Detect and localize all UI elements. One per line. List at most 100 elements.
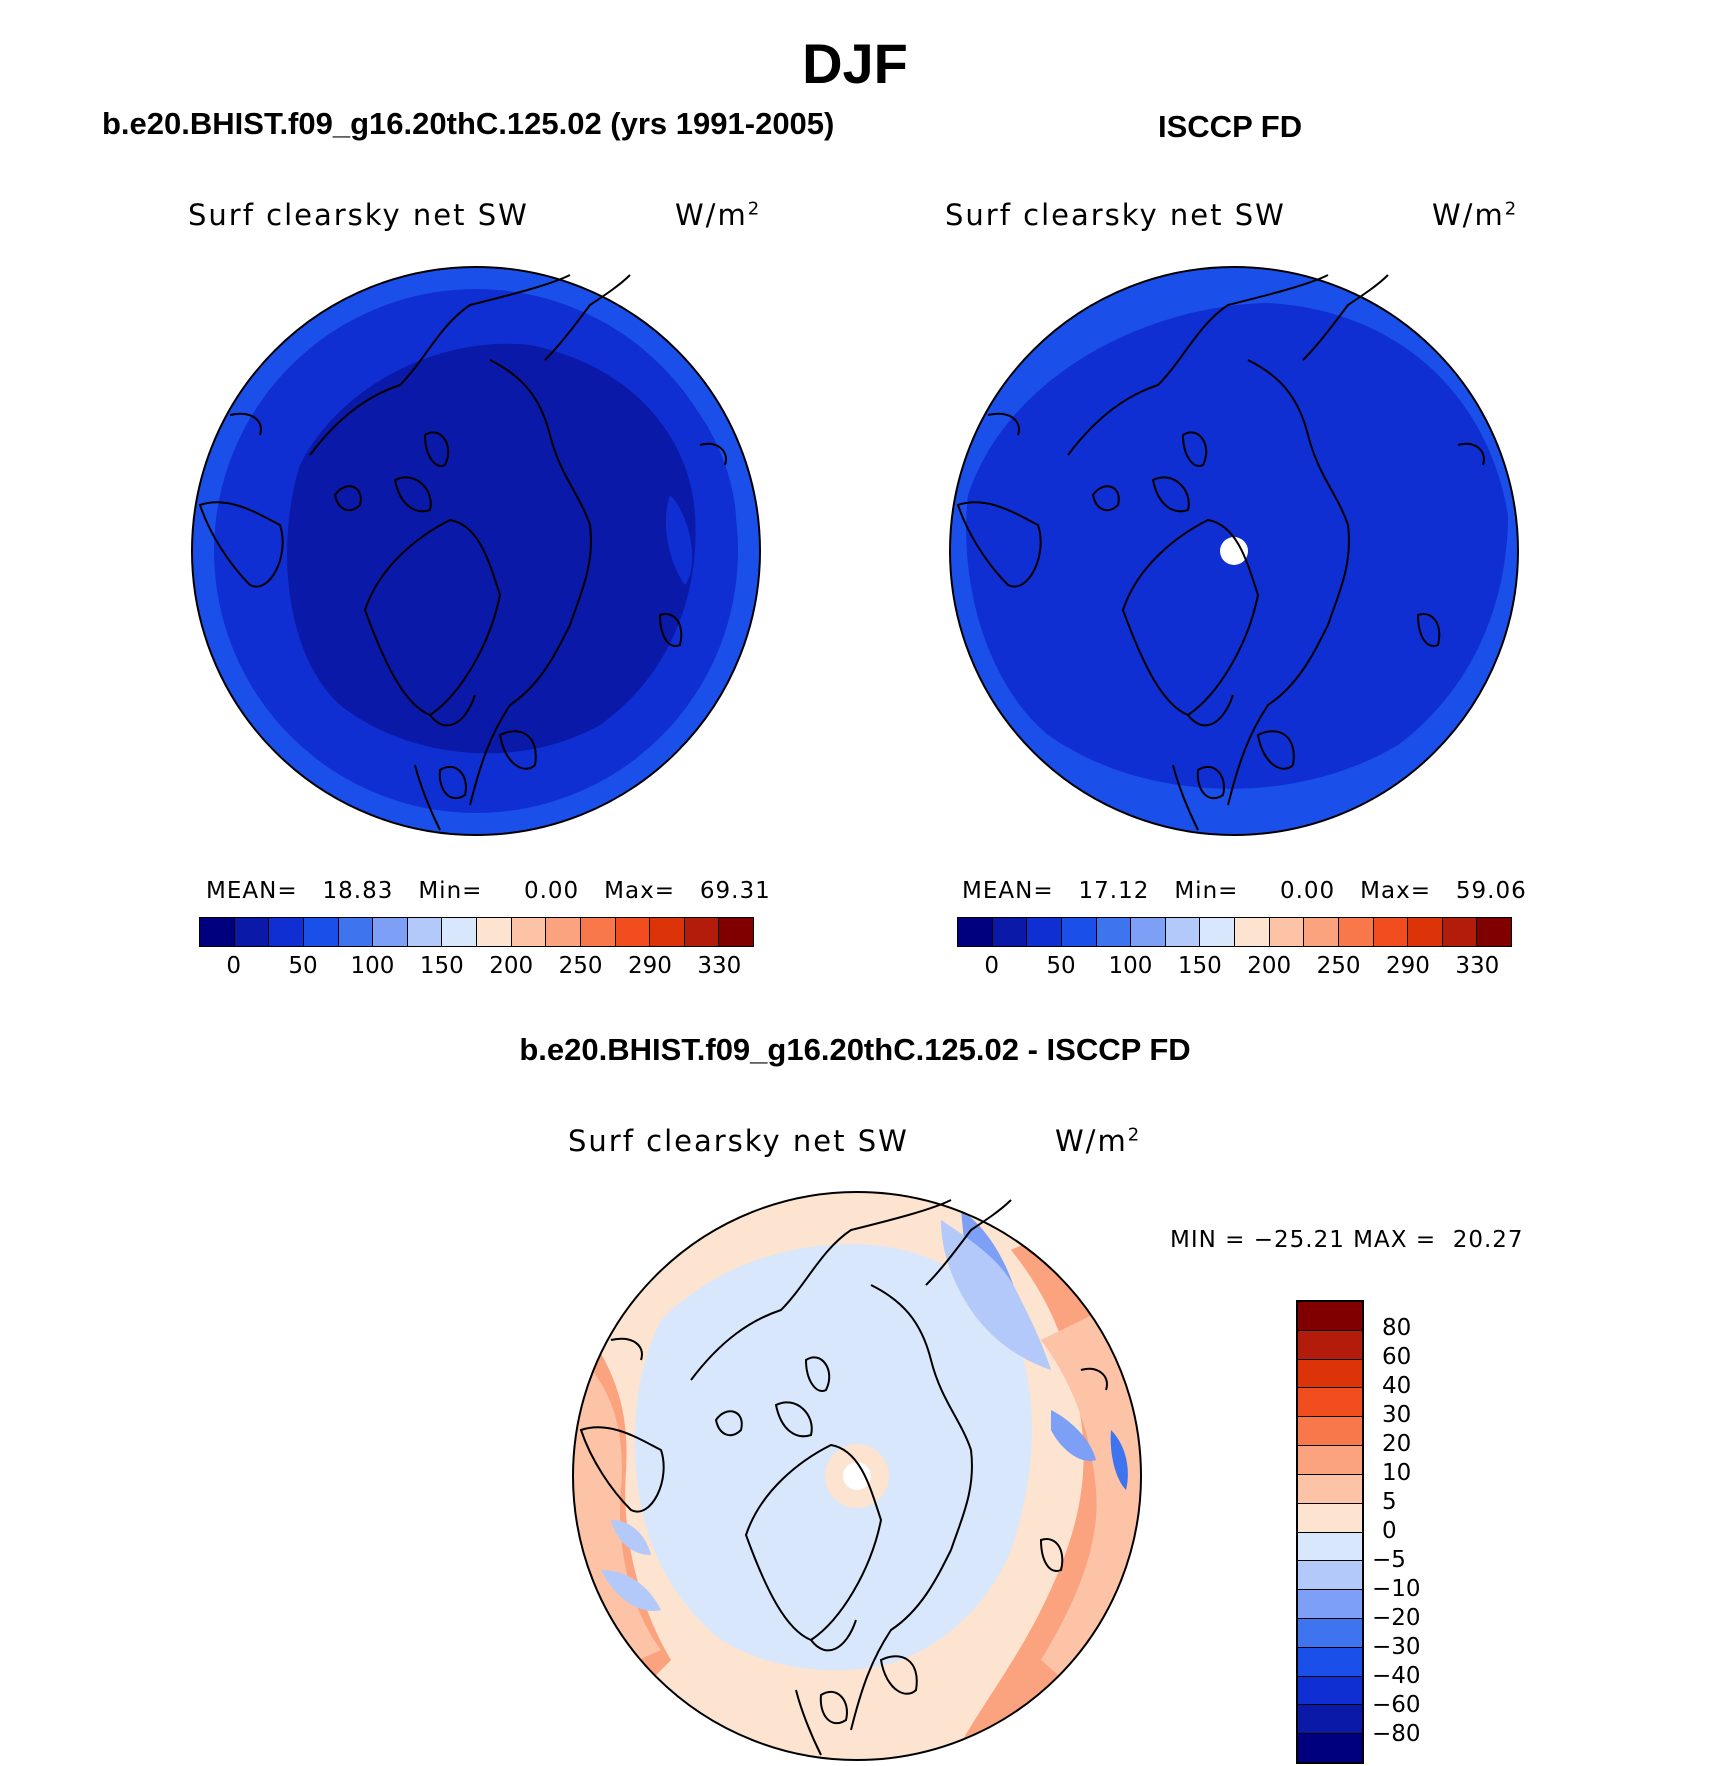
colorbar-segment: [650, 918, 685, 946]
colorbar-segment: [1269, 918, 1305, 946]
colorbar-segment: [1373, 918, 1409, 946]
colorbar-tick-label: 0: [984, 953, 1000, 979]
model-stats: MEAN= 18.83 Min= 0.00 Max= 69.31: [206, 878, 771, 904]
colorbar-segment: [1298, 1590, 1362, 1619]
colorbar-tick-label: 20: [1382, 1431, 1412, 1457]
colorbar-segment: [1298, 1734, 1362, 1762]
colorbar-segment: [1165, 918, 1201, 946]
colorbar-tick-label: 30: [1382, 1402, 1412, 1428]
colorbar-tick-label: −10: [1372, 1576, 1421, 1602]
colorbar-segment: [1298, 1705, 1362, 1735]
colorbar-segment: [1298, 1503, 1362, 1533]
colorbar-segment: [1298, 1676, 1362, 1706]
diff-units-label: W/m2: [1055, 1124, 1142, 1158]
colorbar-segment: [303, 918, 339, 946]
colorbar-segment: [1298, 1474, 1362, 1504]
colorbar-segment: [477, 918, 512, 946]
figure-title: DJF: [802, 32, 908, 95]
diff-field-label: Surf clearsky net SW: [568, 1124, 909, 1158]
colorbar-tick-label: 330: [697, 953, 742, 979]
colorbar-segment: [1477, 918, 1511, 946]
colorbar-tick-label: 0: [226, 953, 242, 979]
colorbar-segment: [373, 918, 408, 946]
colorbar-segment: [992, 918, 1028, 946]
colorbar-tick-label: 250: [558, 953, 603, 979]
colorbar-tick-label: 10: [1382, 1460, 1412, 1486]
colorbar-segment: [684, 918, 720, 946]
model-units-label: W/m2: [675, 198, 762, 232]
colorbar-segment: [580, 918, 616, 946]
model-polar-map: [191, 266, 761, 836]
colorbar-segment: [615, 918, 651, 946]
colorbar-segment: [1298, 1647, 1362, 1677]
colorbar-segment: [338, 918, 374, 946]
colorbar-tick-label: −20: [1372, 1605, 1421, 1631]
colorbar-segment: [546, 918, 581, 946]
colorbar-tick-label: 5: [1382, 1489, 1397, 1515]
colorbar-segment: [1298, 1446, 1362, 1475]
obs-units-label: W/m2: [1432, 198, 1519, 232]
colorbar-tick-label: 150: [419, 953, 464, 979]
colorbar-tick-label: 50: [288, 953, 318, 979]
diff-colorbar: [1296, 1300, 1364, 1764]
obs-polar-map: [949, 266, 1519, 836]
colorbar-tick-label: 250: [1316, 953, 1361, 979]
model-colorbar: [199, 917, 754, 947]
colorbar-tick-label: −80: [1372, 1721, 1421, 1747]
colorbar-tick-label: 200: [1247, 953, 1292, 979]
colorbar-segment: [1408, 918, 1443, 946]
colorbar-segment: [234, 918, 270, 946]
colorbar-tick-label: 60: [1382, 1344, 1412, 1370]
colorbar-tick-label: −40: [1372, 1663, 1421, 1689]
diff-stats: MIN = −25.21 MAX = 20.27: [1170, 1227, 1524, 1253]
colorbar-segment: [1298, 1561, 1362, 1591]
obs-colorbar-ticks: 0 50 100 150 200 250 290 330: [957, 953, 1510, 983]
colorbar-segment: [719, 918, 753, 946]
colorbar-segment: [1027, 918, 1062, 946]
obs-stats: MEAN= 17.12 Min= 0.00 Max= 59.06: [962, 878, 1527, 904]
colorbar-tick-label: −5: [1372, 1547, 1406, 1573]
colorbar-segment: [1131, 918, 1166, 946]
colorbar-segment: [269, 918, 304, 946]
obs-panel-title: ISCCP FD: [1158, 109, 1303, 144]
colorbar-tick-label: 100: [1108, 953, 1153, 979]
colorbar-segment: [1298, 1330, 1362, 1360]
colorbar-tick-label: 0: [1382, 1518, 1397, 1544]
obs-colorbar: [957, 917, 1512, 947]
colorbar-segment: [1298, 1359, 1362, 1389]
colorbar-segment: [1061, 918, 1097, 946]
model-panel-title: b.e20.BHIST.f09_g16.20thC.125.02 (yrs 19…: [102, 106, 835, 141]
colorbar-tick-label: 200: [489, 953, 534, 979]
colorbar-segment: [1442, 918, 1478, 946]
colorbar-tick-label: 40: [1382, 1373, 1412, 1399]
model-field-label: Surf clearsky net SW: [188, 198, 529, 232]
obs-field-label: Surf clearsky net SW: [945, 198, 1286, 232]
diff-colorbar-ticks: 80 60 40 30 20 10 5 0 −5 −10 −20 −30 −40 −60 −80: [1372, 1300, 1452, 1760]
colorbar-segment: [1235, 918, 1270, 946]
colorbar-tick-label: −60: [1372, 1692, 1421, 1718]
colorbar-tick-label: 290: [1385, 953, 1430, 979]
colorbar-segment: [1298, 1532, 1362, 1562]
colorbar-tick-label: 50: [1046, 953, 1076, 979]
colorbar-tick-label: 290: [627, 953, 672, 979]
colorbar-segment: [442, 918, 477, 946]
colorbar-segment: [1298, 1417, 1362, 1447]
colorbar-segment: [1338, 918, 1374, 946]
colorbar-segment: [1298, 1618, 1362, 1648]
colorbar-tick-label: 100: [350, 953, 395, 979]
colorbar-segment: [407, 918, 443, 946]
colorbar-tick-label: 150: [1177, 953, 1222, 979]
colorbar-segment: [1200, 918, 1235, 946]
colorbar-segment: [1298, 1388, 1362, 1418]
diff-polar-map: [572, 1191, 1142, 1761]
model-colorbar-ticks: 0 50 100 150 200 250 290 330: [199, 953, 752, 983]
colorbar-tick-label: −30: [1372, 1634, 1421, 1660]
colorbar-segment: [1096, 918, 1132, 946]
colorbar-tick-label: 80: [1382, 1315, 1412, 1341]
colorbar-segment: [1304, 918, 1339, 946]
colorbar-segment: [1298, 1302, 1362, 1331]
diff-panel-title: b.e20.BHIST.f09_g16.20thC.125.02 - ISCCP…: [519, 1032, 1191, 1067]
colorbar-segment: [511, 918, 547, 946]
colorbar-segment: [958, 918, 993, 946]
colorbar-segment: [200, 918, 235, 946]
